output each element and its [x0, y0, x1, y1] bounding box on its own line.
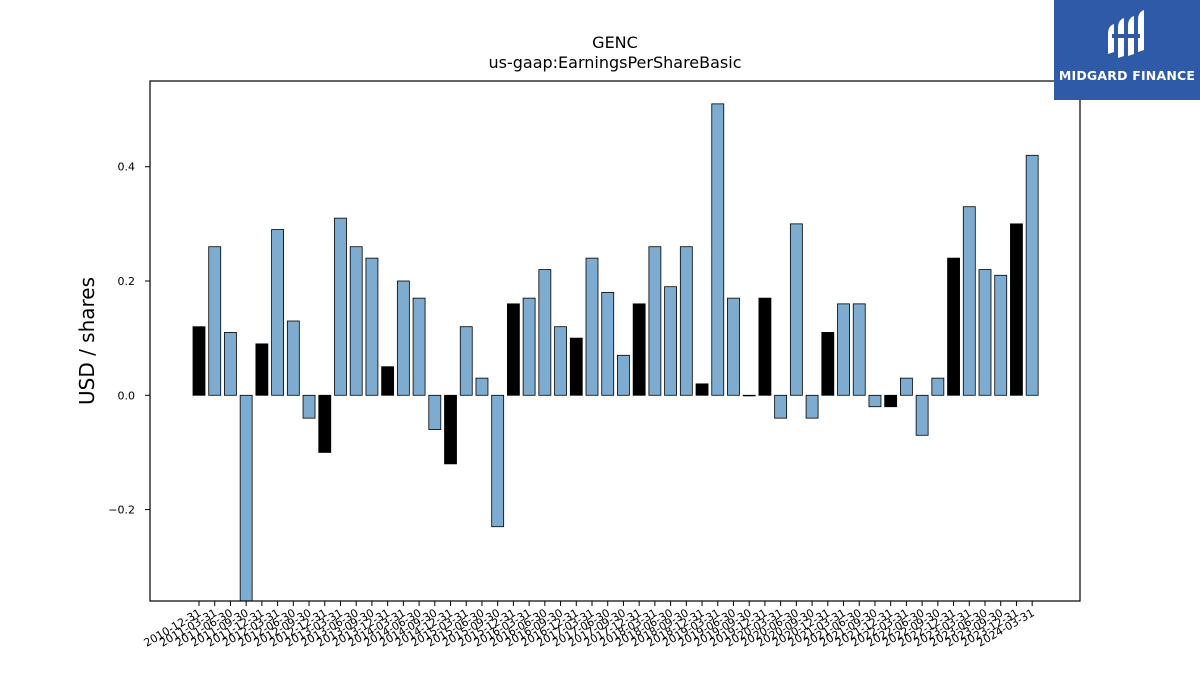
bar-2020-12-31 [821, 332, 835, 396]
bar-2014-12-31 [444, 394, 457, 465]
y-tick-label: 0.0 [118, 389, 136, 402]
bar-2018-03-31 [648, 246, 662, 396]
bar-2022-09-30 [931, 377, 945, 396]
bar-2011-03-31 [208, 246, 222, 396]
brand-logo: MIDGARD FINANCE [1054, 0, 1200, 100]
bar-2022-06-30 [915, 394, 929, 436]
bar-2016-06-30 [538, 269, 552, 396]
bar-2010-12-31 [192, 326, 206, 396]
plot-frame [149, 80, 1081, 602]
bar-2023-06-30 [978, 269, 992, 396]
bar-2015-06-30 [475, 377, 489, 396]
bar-2015-03-31 [459, 326, 473, 396]
bar-2021-09-30 [868, 394, 882, 408]
bar-2012-06-30 [286, 320, 300, 396]
bar-2013-09-30 [365, 257, 379, 396]
bar-2019-12-31 [758, 297, 772, 396]
bar-2014-09-30 [428, 394, 442, 430]
y-axis-label: USD / shares [75, 277, 99, 405]
bar-2024-03-31 [1025, 154, 1039, 396]
chart-subtitle: us-gaap:EarningsPerShareBasic [488, 53, 741, 72]
bar-2020-06-30 [789, 223, 803, 396]
bar-2021-06-30 [852, 303, 866, 396]
bars [192, 103, 1039, 602]
bar-2018-06-30 [664, 286, 677, 396]
logo-text: MIDGARD FINANCE [1058, 68, 1196, 83]
bar-2019-09-30 [742, 394, 756, 397]
bar-2021-12-31 [884, 394, 898, 408]
bar-2014-06-30 [412, 297, 426, 396]
bar-2017-12-31 [632, 303, 646, 396]
y-tick-label: −0.2 [108, 504, 135, 517]
bar-2022-03-31 [900, 377, 913, 396]
bar-2014-03-31 [396, 280, 410, 396]
bar-2016-03-31 [522, 297, 536, 396]
y-tick-label: 0.2 [118, 275, 136, 288]
bar-2015-09-30 [491, 394, 505, 528]
chart-title: GENC [592, 33, 638, 52]
bar-2011-09-30 [239, 394, 253, 602]
bar-2023-09-30 [994, 274, 1008, 396]
bar-2021-03-31 [837, 303, 850, 396]
midgard-logo-icon [1108, 10, 1144, 58]
y-tick-label: 0.4 [118, 161, 136, 174]
bar-2023-12-31 [1010, 223, 1023, 396]
bar-2013-03-31 [334, 217, 347, 396]
bar-2020-03-31 [774, 394, 788, 419]
bar-2019-03-31 [711, 103, 725, 396]
bar-2012-12-31 [318, 394, 332, 453]
bar-2017-09-30 [617, 354, 630, 396]
bar-2011-06-30 [224, 332, 237, 396]
bar-2022-12-31 [947, 257, 960, 396]
bar-2023-03-31 [962, 206, 976, 396]
axis-ticks: 2010-12-312011-03-312011-06-302011-09-30… [108, 161, 1036, 650]
bar-2011-12-31 [255, 343, 269, 396]
bar-2013-12-31 [381, 366, 395, 396]
bar-2015-12-31 [506, 303, 520, 396]
bar-2016-09-30 [554, 326, 567, 396]
bar-2012-09-30 [302, 394, 316, 419]
bar-2017-03-31 [585, 257, 599, 396]
bar-2012-03-31 [271, 229, 285, 396]
bar-2018-12-31 [695, 383, 709, 396]
bar-2018-09-30 [679, 246, 693, 396]
bar-2013-06-30 [349, 246, 363, 396]
bar-2017-06-30 [601, 292, 615, 396]
bar-2020-09-30 [805, 394, 819, 419]
bar-2019-06-30 [727, 297, 740, 396]
bar-2016-12-31 [569, 337, 583, 396]
